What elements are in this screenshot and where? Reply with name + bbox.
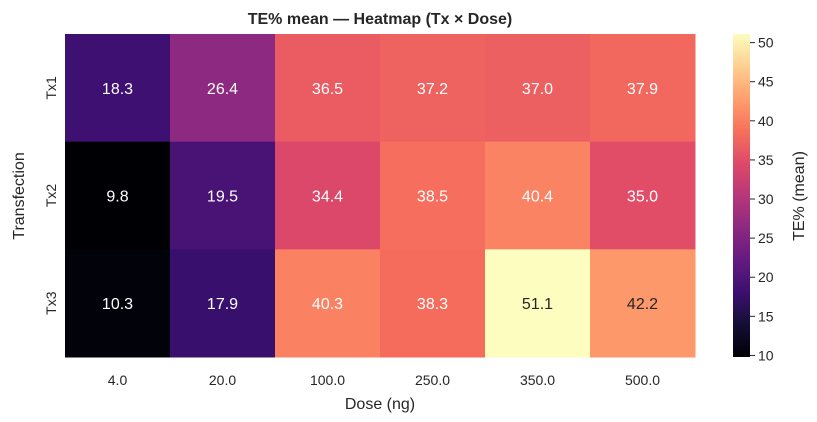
cell-value-label: 34.4 <box>312 189 343 206</box>
heatmap-cell <box>590 34 696 143</box>
heatmap-cell <box>275 141 381 250</box>
colorbar-label: TE% (mean) <box>791 151 808 241</box>
colorbar <box>733 34 750 357</box>
chart-title: TE% mean — Heatmap (Tx × Dose) <box>248 11 513 28</box>
colorbar-tick-label: 25 <box>758 230 774 246</box>
x-tick-label: 250.0 <box>415 372 450 388</box>
heatmap-cell <box>65 141 171 250</box>
heatmap-cell <box>65 34 171 143</box>
colorbar-tick-label: 40 <box>758 113 774 129</box>
cell-value-label: 40.3 <box>312 296 343 313</box>
colorbar-tick-label: 15 <box>758 308 774 324</box>
heatmap-cell <box>170 34 276 143</box>
heatmap-cell <box>380 249 486 358</box>
y-tick-label: Tx1 <box>43 76 59 100</box>
y-tick-label: Tx2 <box>43 184 59 208</box>
x-tick-label: 350.0 <box>520 372 555 388</box>
cell-value-label: 19.5 <box>207 189 238 206</box>
x-tick-label: 100.0 <box>310 372 345 388</box>
cell-value-label: 18.3 <box>102 81 133 98</box>
cell-value-label: 35.0 <box>627 189 658 206</box>
y-tick-labels: Tx1 Tx2 Tx3 <box>43 76 59 315</box>
cell-value-label: 37.9 <box>627 81 658 98</box>
heatmap-cell <box>485 34 591 143</box>
cell-value-label: 9.8 <box>106 189 128 206</box>
heatmap-cell <box>275 249 381 358</box>
cell-value-label: 38.5 <box>417 189 448 206</box>
cell-value-label: 10.3 <box>102 296 133 313</box>
colorbar-tick-label: 30 <box>758 191 774 207</box>
colorbar-tick-label: 45 <box>758 74 774 90</box>
colorbar-tick-label: 10 <box>758 347 774 363</box>
cell-value-label: 37.2 <box>417 81 448 98</box>
heatmap-cell <box>65 249 171 358</box>
cell-value-label: 37.0 <box>522 81 553 98</box>
heatmap-cell <box>590 249 696 358</box>
x-tick-label: 20.0 <box>209 372 236 388</box>
heatmap-cell <box>170 249 276 358</box>
y-axis-label: Transfection <box>11 152 28 239</box>
colorbar-tick-label: 20 <box>758 269 774 285</box>
heatmap-cell <box>485 141 591 250</box>
colorbar-tick-label: 50 <box>758 35 774 51</box>
cell-value-label: 26.4 <box>207 81 238 98</box>
cell-value-label: 36.5 <box>312 81 343 98</box>
colorbar-tick-label: 35 <box>758 152 774 168</box>
heatmap-cell <box>170 141 276 250</box>
x-tick-labels: 4.0 20.0 100.0 250.0 350.0 500.0 <box>108 372 660 388</box>
colorbar-ticks: 10 15 20 25 30 35 40 45 50 <box>750 35 774 363</box>
cell-value-label: 38.3 <box>417 296 448 313</box>
cell-value-label: 40.4 <box>522 189 553 206</box>
heatmap-cells: 18.3 26.4 36.5 37.2 37.0 37.9 9.8 19.5 34.4 38.5 4… <box>65 34 696 358</box>
cell-value-label: 17.9 <box>207 296 238 313</box>
heatmap-cell <box>380 141 486 250</box>
heatmap-cell <box>380 34 486 143</box>
y-tick-label: Tx3 <box>43 291 59 315</box>
x-axis-label: Dose (ng) <box>345 396 415 413</box>
cell-value-label: 42.2 <box>627 296 658 313</box>
x-tick-label: 500.0 <box>625 372 660 388</box>
heatmap-cell <box>275 34 381 143</box>
x-tick-label: 4.0 <box>108 372 128 388</box>
heatmap-cell <box>485 249 591 358</box>
heatmap-cell <box>590 141 696 250</box>
cell-value-label: 51.1 <box>522 296 553 313</box>
